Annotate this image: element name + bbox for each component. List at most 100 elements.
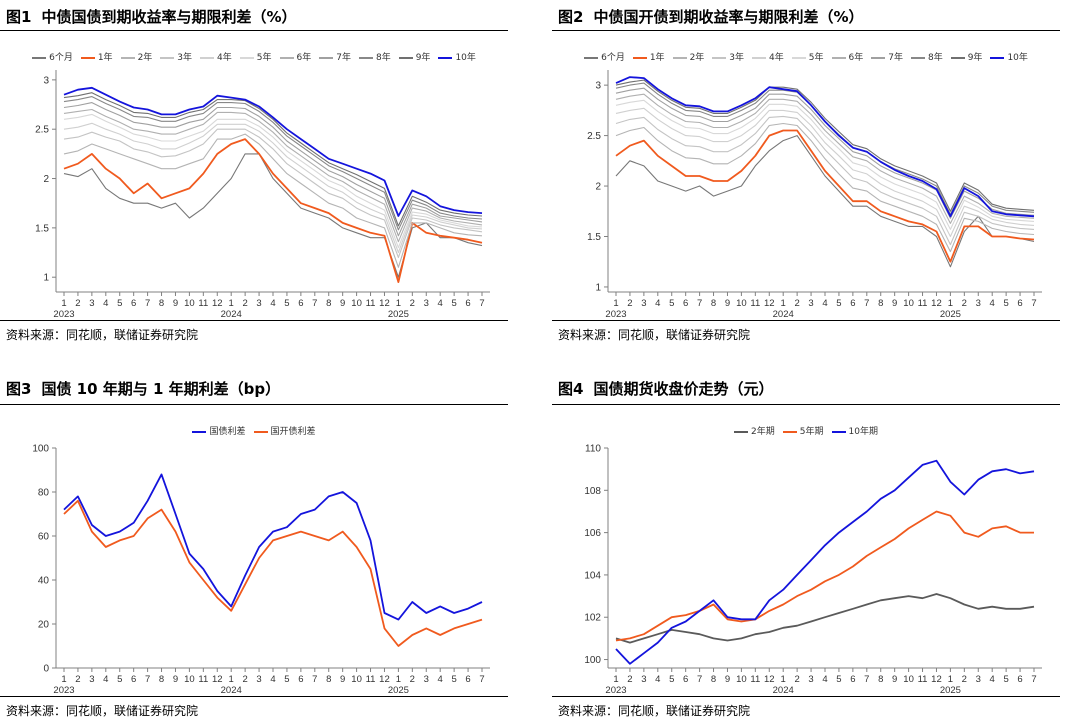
chart-plot: 11.522.531 2 3 4 5 6 7 8 9 10 11 12 1 2 3 4 5 6 7 8 9 10 11 12 1… [587,70,1042,320]
x-tick-label: 6 [683,298,688,309]
legend-label: 3年 [177,53,193,63]
x-tick-label: 9 [892,674,897,685]
legend-swatch [120,56,135,59]
chart-panel-fig3: 图3 国债 10 年期与 1 年期利差（bp） 国债利差 国开债利差 0 20 40 60… [0,374,508,722]
x-tick-label: 3 [89,298,94,309]
legend-swatch [672,56,687,59]
legend-swatch [791,56,806,59]
y-tick-label: 2.5 [587,131,601,142]
y-tick-label: 100 [584,655,601,666]
y-tick-label: 102 [584,613,601,624]
x-tick-label: 3 [808,674,813,685]
legend-swatch [200,56,215,59]
x-tick-label: 12 [379,298,390,309]
x-tick-label: 4 [990,298,995,309]
x-tick-label: 4 [438,674,443,685]
x-tick-label: 10 [903,298,914,309]
legend-item: 5年期 [782,424,824,437]
legend-swatch [398,56,413,59]
x-tick-label: 9 [892,298,897,309]
legend-label: 2年 [689,53,705,63]
y-tick-label: 110 [585,444,601,455]
legend-swatch [831,56,846,59]
series-line [615,122,1035,253]
series-line [615,107,1035,238]
x-year-label: 2025 [940,309,961,320]
legend-label: 5年 [256,53,272,63]
x-tick-label: 4 [655,674,660,685]
legend-swatch [782,430,797,433]
legend-label: 5年期 [799,427,824,437]
series-line [63,128,483,259]
x-tick-label: 1 [948,674,953,685]
legend-label: 9年 [415,53,431,63]
x-tick-label: 4 [822,674,827,685]
legend-label: 7年 [336,53,351,63]
legend-swatch [358,56,373,59]
source-note: 资料来源：同花顺，联储证券研究院 [558,328,751,342]
y-tick-label: 40 [38,576,50,587]
chart-title: 图1 中债国债到期收益率与期限利差（%） [6,6,296,27]
x-tick-label: 5 [669,674,674,685]
series-line [615,510,1034,642]
x-tick-label: 1 [781,674,786,685]
y-tick-label: 100 [32,444,49,455]
figure-label: 图4 [558,380,584,398]
legend-item: 3年 [712,50,744,63]
x-tick-label: 8 [878,674,883,685]
x-tick-label: 7 [864,298,869,309]
legend-item: 8年 [358,50,391,63]
legend-swatch [438,56,453,59]
series-line [615,129,1035,263]
x-year-label: 2023 [53,309,74,320]
x-tick-label: 7 [145,674,150,685]
x-tick-label: 12 [379,674,390,685]
x-tick-label: 9 [173,674,178,685]
x-year-label: 2025 [940,685,961,696]
series-line [615,593,1035,644]
chart-title-text: 中债国开债到期收益率与期限利差（%） [593,8,864,26]
legend-item: 2年期 [734,424,775,437]
x-tick-label: 3 [89,674,94,685]
legend-label: 国开债利差 [270,427,316,437]
chart-panel-fig2: 图2 中债国开债到期收益率与期限利差（%） 6个月 1年 2年 3年 4年 5年 6年 7年 8年… [552,0,1060,360]
source-note: 资料来源：同花顺，联储证券研究院 [6,328,199,342]
series-line [63,473,483,621]
chart-title-text: 国债 10 年期与 1 年期利差（bp） [41,380,281,398]
chart-panel-fig1: 图1 中债国债到期收益率与期限利差（%） 6个月 1年 2年 3年 4年 5年 6年 7年 8年 9… [0,0,508,360]
x-tick-label: 11 [366,298,376,309]
x-tick-label: 7 [864,674,869,685]
legend-item: 5年 [791,50,824,63]
x-year-label: 2023 [605,309,626,320]
chart-title-text: 国债期货收盘价走势（元） [593,380,774,398]
x-year-label: 2024 [773,685,794,696]
legend-swatch [319,56,334,59]
x-tick-label: 9 [340,674,345,685]
legend-label: 9年 [967,53,983,63]
legend-item: 4年 [200,50,232,63]
x-tick-label: 2 [242,298,247,309]
legend-label: 10年 [455,53,476,63]
x-tick-label: 1 [613,298,618,309]
legend-item: 2年 [120,50,152,63]
series-line [63,138,483,284]
source-rule [552,696,1060,697]
x-tick-label: 10 [184,674,195,685]
x-tick-label: 6 [465,298,470,309]
x-tick-label: 12 [212,674,223,685]
x-tick-label: 11 [366,674,376,685]
legend: 6个月 1年 2年 3年 4年 5年 6年 7年 8年 9年 10年 [552,50,1060,63]
x-tick-label: 5 [451,674,456,685]
legend-label: 7年 [888,53,903,63]
x-tick-label: 10 [736,298,747,309]
legend-swatch [32,56,47,59]
legend-swatch [950,56,965,59]
x-tick-label: 9 [725,298,730,309]
x-tick-label: 4 [655,298,660,309]
x-tick-label: 9 [340,298,345,309]
legend-item: 1年 [632,50,665,63]
x-tick-label: 10 [351,298,362,309]
x-tick-label: 7 [1031,674,1036,685]
x-tick-label: 4 [990,674,995,685]
